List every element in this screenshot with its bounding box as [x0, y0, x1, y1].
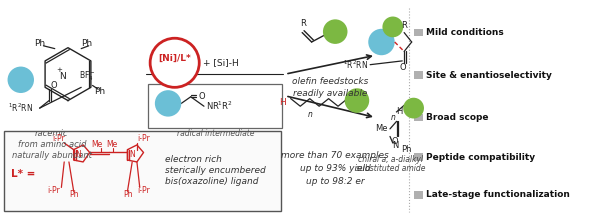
Text: Ph: Ph — [81, 39, 93, 48]
Text: Ph: Ph — [401, 145, 412, 154]
Circle shape — [150, 38, 199, 87]
Text: NR$^1$R$^2$: NR$^1$R$^2$ — [206, 100, 233, 112]
Bar — [413, 71, 423, 79]
Text: Me: Me — [92, 140, 103, 149]
Circle shape — [323, 19, 347, 44]
Text: from amino acid: from amino acid — [18, 140, 86, 149]
Text: Ph: Ph — [123, 191, 132, 200]
Text: n: n — [307, 110, 312, 119]
Text: O: O — [51, 81, 58, 90]
Text: i-Pr: i-Pr — [137, 186, 149, 195]
Circle shape — [382, 16, 403, 37]
Text: $^1$R$^2$RN: $^1$R$^2$RN — [8, 102, 33, 114]
Text: O: O — [400, 63, 407, 72]
Text: racemic: racemic — [35, 129, 69, 138]
Text: Broad scope: Broad scope — [426, 113, 489, 122]
Text: readily available: readily available — [294, 88, 368, 97]
Circle shape — [368, 29, 395, 55]
Text: Site & enantioselectivity: Site & enantioselectivity — [426, 71, 551, 80]
Text: N: N — [129, 150, 135, 159]
Text: Peptide compatibility: Peptide compatibility — [426, 153, 535, 162]
Text: H: H — [279, 98, 286, 107]
Text: radical intermediate: radical intermediate — [177, 129, 254, 138]
Text: Ph: Ph — [69, 191, 78, 200]
Bar — [413, 153, 423, 161]
Text: Mild conditions: Mild conditions — [426, 28, 503, 37]
Text: substituted amide: substituted amide — [356, 164, 426, 173]
Text: more than 70 examples: more than 70 examples — [281, 151, 389, 160]
Text: + [Si]-H: + [Si]-H — [203, 58, 239, 67]
Text: Ph: Ph — [34, 39, 45, 48]
Text: bis(oxazoline) ligand: bis(oxazoline) ligand — [165, 177, 259, 186]
Circle shape — [8, 67, 34, 93]
Text: naturally abundant: naturally abundant — [12, 151, 92, 160]
Text: O: O — [198, 92, 205, 101]
Text: H: H — [397, 107, 403, 116]
Text: Late-stage functionalization: Late-stage functionalization — [426, 191, 570, 200]
Text: O: O — [391, 137, 398, 146]
Text: i-Pr: i-Pr — [137, 134, 149, 143]
Text: sterically encumbered: sterically encumbered — [165, 166, 266, 175]
Text: chiral a, a-dialkyl: chiral a, a-dialkyl — [358, 155, 423, 164]
Text: Ph: Ph — [94, 87, 106, 96]
Text: $^1$R$^2$RN: $^1$R$^2$RN — [343, 59, 368, 71]
FancyBboxPatch shape — [148, 84, 282, 128]
Text: N: N — [75, 150, 81, 159]
FancyBboxPatch shape — [4, 131, 282, 211]
Circle shape — [155, 90, 181, 117]
Circle shape — [403, 98, 424, 119]
Text: up to 93% yield: up to 93% yield — [300, 164, 371, 173]
Text: R: R — [300, 19, 306, 28]
Text: up to 98:2 er: up to 98:2 er — [306, 177, 365, 186]
Text: R: R — [401, 20, 407, 29]
Circle shape — [345, 88, 369, 113]
Text: +: + — [57, 67, 62, 73]
Bar — [413, 191, 423, 199]
Text: N: N — [392, 141, 398, 150]
Text: L* =: L* = — [11, 169, 36, 179]
Text: olefin feedstocks: olefin feedstocks — [292, 77, 369, 86]
Text: [Ni]/L*: [Ni]/L* — [158, 53, 191, 62]
Bar — [413, 29, 423, 36]
Text: N: N — [59, 72, 66, 81]
Text: electron rich: electron rich — [165, 155, 222, 164]
Text: i-Pr: i-Pr — [52, 134, 65, 143]
Text: Me: Me — [375, 124, 387, 133]
Text: i-Pr: i-Pr — [47, 186, 60, 195]
Bar — [413, 114, 423, 121]
Text: BF$_4^-$: BF$_4^-$ — [79, 69, 96, 83]
Text: Me: Me — [106, 140, 117, 149]
Text: n: n — [391, 113, 396, 122]
